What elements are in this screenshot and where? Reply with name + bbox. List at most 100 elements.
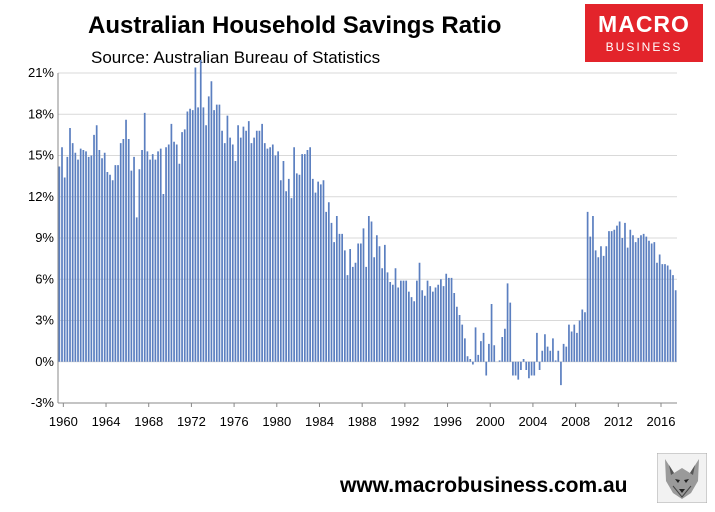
bar [456,306,458,362]
bar [517,361,520,380]
bar [610,231,613,362]
footer-url: www.macrobusiness.com.au [340,474,628,497]
bar [608,231,610,362]
bar [490,304,493,362]
bar [613,229,616,362]
bar [149,159,151,362]
bar [69,128,71,362]
bar [602,255,605,362]
chart-source: Source: Australian Bureau of Statistics [91,48,381,67]
bar [253,137,255,362]
bar [408,291,410,362]
bar [389,282,392,362]
bar [402,280,405,362]
bar [82,150,85,362]
bar [512,361,514,376]
bar [133,156,135,362]
bar [458,315,461,362]
x-tick-label: 1972 [177,414,206,429]
bar [405,280,408,362]
bar [58,166,61,362]
bar [429,286,432,362]
bar [154,159,157,362]
bar [359,243,362,362]
bar [255,130,258,362]
bar [258,130,261,362]
bar [146,151,149,362]
bar [597,257,600,362]
bar [538,361,541,370]
bar [477,354,480,362]
bar [570,331,573,362]
bar [530,361,533,376]
bar [189,108,191,362]
bar [261,123,263,362]
bar [111,180,114,362]
bar [552,338,554,362]
bar [557,350,560,362]
bar [442,286,445,362]
bar [165,147,167,362]
chart-bars [58,60,677,386]
bar [309,147,311,362]
bar [573,324,576,362]
bar [586,211,589,362]
x-tick-label: 2016 [647,414,676,429]
bar [642,233,645,362]
bar [237,125,239,362]
bar [653,242,656,362]
bar [226,115,229,362]
bar [87,156,90,362]
bar [370,221,373,362]
bar [506,283,509,362]
bar [461,324,464,362]
bar [629,229,632,362]
bar [349,249,352,362]
bar [271,144,274,362]
bar [421,290,424,362]
bar [544,334,546,362]
bar [410,297,413,362]
bar [231,144,234,362]
bar [669,269,672,362]
bar [338,233,341,362]
bar [279,180,282,362]
bar [434,287,437,362]
chart-title: Australian Household Savings Ratio [88,12,502,39]
bar [383,244,386,362]
bar [247,121,250,362]
bar [101,158,103,362]
bar [186,111,189,362]
bar [416,280,418,362]
bar [658,254,661,362]
bar [357,243,360,362]
bar [173,141,175,362]
bar [576,332,578,362]
bar [450,277,453,362]
bar [175,144,178,362]
x-tick-label: 1992 [390,414,419,429]
bar [474,327,477,362]
bar [674,290,677,362]
bar [74,152,77,362]
y-tick-label: 9% [35,230,54,245]
bar [469,359,472,362]
x-tick-label: 1968 [134,414,163,429]
bar [207,96,210,362]
bar [645,236,648,362]
x-tick-label: 2008 [561,414,590,429]
x-axis-ticks: 1960 1964 1968 1972 1976 1980 1984 1988 1992 1996… [49,403,676,429]
bar [333,242,335,362]
bar [565,346,568,362]
bar [298,174,301,362]
bar [109,174,111,362]
bar [229,137,231,362]
bar [568,324,570,362]
bar [66,156,69,362]
bar [594,250,597,362]
bar [418,262,421,362]
bar [504,328,506,362]
bar [210,81,213,362]
bar [618,221,621,362]
bar [266,148,269,362]
